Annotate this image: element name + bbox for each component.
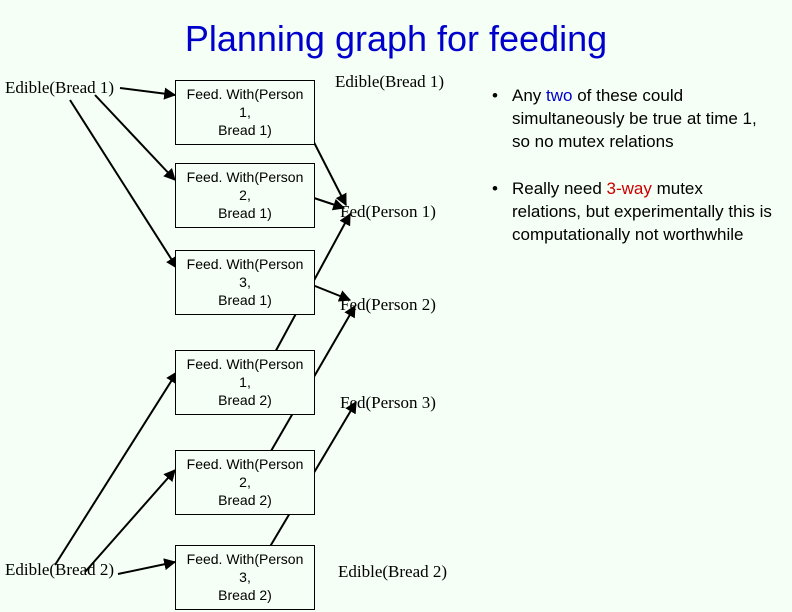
- action-a2: Feed. With(Person 2,Bread 1): [175, 163, 315, 228]
- bullet-item: • Really need 3-way mutex relations, but…: [492, 178, 772, 247]
- bullet-marker: •: [492, 178, 512, 247]
- action-a1: Feed. With(Person 1,Bread 1): [175, 80, 315, 145]
- state-edible-b1-r: Edible(Bread 1): [335, 72, 444, 92]
- bullet-item: • Any two of these could simultaneously …: [492, 85, 772, 154]
- state-fed-p3: Fed(Person 3): [340, 393, 436, 413]
- state-edible-b1-l: Edible(Bread 1): [5, 78, 114, 98]
- slide-title: Planning graph for feeding: [0, 18, 792, 60]
- bullet-list: • Any two of these could simultaneously …: [492, 85, 772, 271]
- state-fed-p2: Fed(Person 2): [340, 295, 436, 315]
- action-a4: Feed. With(Person 1,Bread 2): [175, 350, 315, 415]
- action-a3: Feed. With(Person 3,Bread 1): [175, 250, 315, 315]
- state-edible-b2-r: Edible(Bread 2): [338, 562, 447, 582]
- bullet-text: Really need 3-way mutex relations, but e…: [512, 178, 772, 247]
- action-a5: Feed. With(Person 2,Bread 2): [175, 450, 315, 515]
- bullet-marker: •: [492, 85, 512, 154]
- state-edible-b2-l: Edible(Bread 2): [5, 560, 114, 580]
- action-a6: Feed. With(Person 3,Bread 2): [175, 545, 315, 610]
- bullet-text: Any two of these could simultaneously be…: [512, 85, 772, 154]
- state-fed-p1: Fed(Person 1): [340, 202, 436, 222]
